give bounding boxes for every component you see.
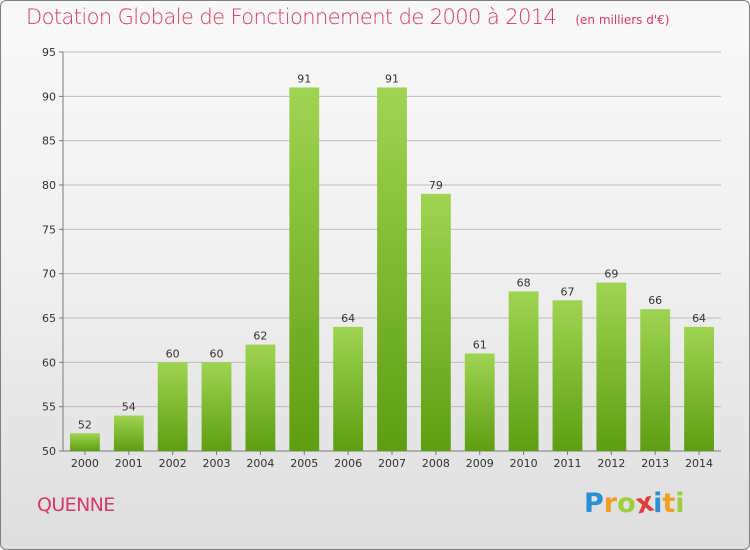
chart-subtitle: (en milliers d'€) <box>575 13 670 27</box>
bar <box>113 415 144 451</box>
y-tick-label: 80 <box>42 179 56 192</box>
x-tick-label: 2007 <box>378 457 406 470</box>
bar-value-label: 91 <box>385 72 399 85</box>
bar <box>640 309 671 451</box>
bar-value-label: 69 <box>604 268 618 281</box>
bar-value-label: 66 <box>648 294 662 307</box>
bar <box>684 326 714 451</box>
bar <box>333 326 364 451</box>
bar-value-label: 60 <box>166 347 180 360</box>
title-row: Dotation Globale de Fonctionnement de 20… <box>26 5 669 29</box>
x-tick-label: 2006 <box>334 457 362 470</box>
bar <box>552 300 583 451</box>
bar <box>70 433 100 451</box>
y-tick-label: 60 <box>42 356 56 369</box>
bar <box>420 193 451 451</box>
x-tick-label: 2001 <box>115 457 143 470</box>
bar <box>201 362 232 451</box>
x-tick-label: 2008 <box>422 457 450 470</box>
y-tick-label: 55 <box>42 401 56 414</box>
x-tick-label: 2000 <box>71 457 99 470</box>
logo-letter: r <box>603 488 618 519</box>
bar <box>464 353 495 451</box>
logo-letter: i <box>653 488 663 519</box>
y-tick-label: 70 <box>42 268 56 281</box>
commune-name: QUENNE <box>37 494 115 516</box>
bar-value-label: 68 <box>517 276 531 289</box>
bar-value-label: 60 <box>210 347 224 360</box>
x-tick-label: 2011 <box>553 457 581 470</box>
bar-value-label: 52 <box>78 418 92 431</box>
bar <box>289 87 320 451</box>
bar <box>508 291 539 451</box>
y-tick-label: 65 <box>42 312 56 325</box>
x-tick-label: 2005 <box>290 457 318 470</box>
chart-title: Dotation Globale de Fonctionnement de 20… <box>26 5 557 29</box>
bar-value-label: 67 <box>560 285 574 298</box>
x-tick-label: 2012 <box>597 457 625 470</box>
bar <box>245 344 276 451</box>
bar-value-label: 64 <box>341 312 355 325</box>
bar-value-label: 91 <box>297 72 311 85</box>
logo-letter: o <box>617 488 636 519</box>
logo-letter: t <box>662 488 676 519</box>
bar-value-label: 62 <box>253 330 267 343</box>
bar <box>596 282 627 451</box>
bar-value-label: 64 <box>692 312 706 325</box>
x-tick-label: 2009 <box>466 457 494 470</box>
bar <box>377 87 407 451</box>
x-tick-label: 2004 <box>246 457 274 470</box>
bar <box>157 362 188 451</box>
x-tick-label: 2010 <box>510 457 538 470</box>
y-tick-label: 95 <box>42 46 56 59</box>
logo-letter: P <box>584 488 604 519</box>
y-tick-label: 85 <box>42 135 56 148</box>
x-tick-label: 2014 <box>685 457 713 470</box>
y-tick-label: 90 <box>42 90 56 103</box>
x-tick-label: 2002 <box>159 457 187 470</box>
y-tick-label: 50 <box>42 445 56 458</box>
y-tick-label: 75 <box>42 223 56 236</box>
bar-value-label: 61 <box>473 338 487 351</box>
bar-value-label: 79 <box>429 179 443 192</box>
logo-letter: i <box>675 488 685 519</box>
x-tick-label: 2003 <box>203 457 231 470</box>
proxiti-logo: Proxiti <box>584 487 685 521</box>
x-tick-label: 2013 <box>641 457 669 470</box>
bar-value-label: 54 <box>122 401 136 414</box>
